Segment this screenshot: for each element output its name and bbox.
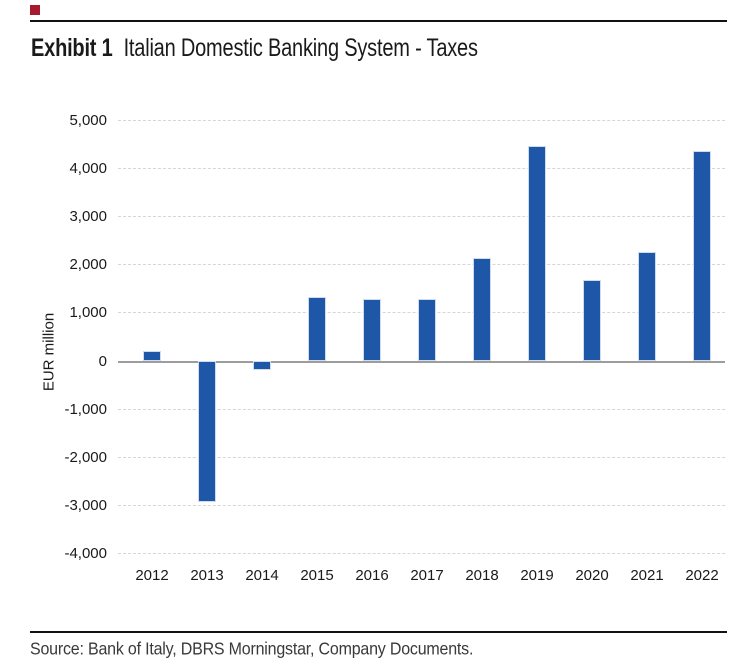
x-tick-label-2022: 2022 — [685, 567, 719, 584]
top-rule — [30, 20, 727, 22]
y-tick-label: 5,000 — [69, 112, 107, 129]
bar-2016 — [363, 299, 381, 361]
gridline — [118, 216, 725, 218]
gridline — [118, 553, 725, 554]
x-tick-label-2016: 2016 — [355, 567, 389, 584]
bar-2017 — [418, 299, 436, 361]
x-tick-label-2019: 2019 — [520, 567, 554, 584]
x-tick-label-2021: 2021 — [630, 567, 664, 584]
x-tick-label-2020: 2020 — [575, 567, 609, 584]
bar-2018 — [473, 257, 491, 361]
gridline — [118, 120, 725, 121]
exhibit-title: Italian Domestic Banking System - Taxes — [123, 34, 478, 63]
tax-bar-chart: EUR million 5,000 4,000 3,000 2,000 1,000 0 -1… — [40, 112, 725, 584]
bar-2015 — [308, 297, 326, 361]
bottom-rule — [30, 631, 727, 633]
x-tick-label-2015: 2015 — [300, 567, 334, 584]
zero-axis-line — [118, 360, 725, 363]
y-tick-label: -3,000 — [64, 496, 107, 514]
exhibit-label: Exhibit 1 — [31, 34, 113, 63]
bar-2022 — [693, 151, 711, 361]
x-tick-label-2014: 2014 — [245, 567, 279, 584]
y-tick-label: -2,000 — [64, 448, 107, 466]
y-tick-label: 4,000 — [69, 160, 107, 178]
gridline — [118, 504, 725, 506]
y-tick-label: 1,000 — [69, 304, 107, 322]
exhibit-accent-square — [30, 5, 40, 15]
x-tick-label-2013: 2013 — [190, 567, 224, 584]
bar-2012 — [143, 350, 161, 361]
y-tick-label: 2,000 — [69, 256, 107, 274]
y-axis-title: EUR million — [40, 312, 58, 392]
gridline — [118, 264, 725, 266]
bar-2013 — [198, 360, 216, 503]
bar-2019 — [528, 146, 546, 361]
x-tick-label-2012: 2012 — [135, 567, 169, 584]
gridline — [118, 408, 725, 410]
y-tick-label: -4,000 — [64, 545, 107, 562]
y-tick-label: 0 — [98, 352, 107, 370]
gridline — [118, 456, 725, 458]
plot-area — [118, 120, 725, 554]
x-tick-label-2018: 2018 — [465, 567, 499, 584]
bar-2020 — [583, 279, 601, 361]
y-tick-label: 3,000 — [69, 208, 107, 226]
bar-2021 — [638, 252, 656, 361]
y-tick-label: -1,000 — [64, 400, 107, 418]
x-tick-label-2017: 2017 — [410, 567, 444, 584]
gridline — [118, 168, 725, 170]
source-note: Source: Bank of Italy, DBRS Morningstar,… — [30, 640, 474, 660]
bar-2014 — [253, 360, 271, 371]
exhibit-title-row: Exhibit 1 Italian Domestic Banking System… — [31, 36, 478, 61]
